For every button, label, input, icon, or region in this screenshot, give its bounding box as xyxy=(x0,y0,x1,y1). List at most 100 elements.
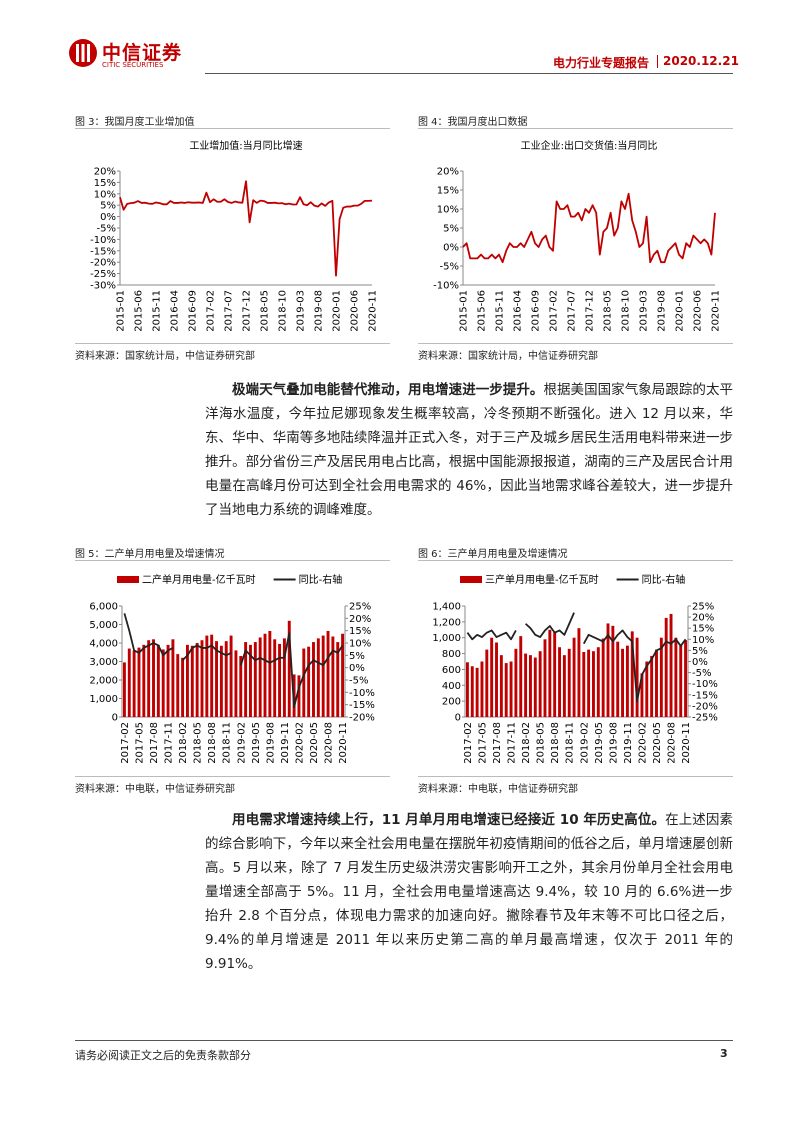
figure-caption: 图 3：我国月度工业增加值 xyxy=(75,117,195,128)
x-tick-label: 2017-11 xyxy=(507,722,518,764)
bar xyxy=(645,661,649,717)
legend-label: 二产单月用电量-亿千瓦时 xyxy=(142,573,256,586)
legend-label: 同比-右轴 xyxy=(642,573,686,586)
caption-rule xyxy=(75,560,390,561)
y-tick-label: 3,000 xyxy=(89,657,118,668)
bar xyxy=(533,657,537,717)
bar xyxy=(548,629,552,717)
bar xyxy=(215,641,218,717)
y-tick-label: 15% xyxy=(94,178,116,189)
y2-tick-label: -5% xyxy=(692,668,711,679)
y-tick-label: 10% xyxy=(94,189,116,200)
bar xyxy=(132,650,136,717)
y-tick-label: -25% xyxy=(90,269,116,280)
bar xyxy=(558,647,561,717)
bar xyxy=(268,630,272,717)
x-tick-label: 2019-08 xyxy=(657,290,668,332)
x-tick-label: 2020-06 xyxy=(350,290,361,332)
bar xyxy=(234,650,238,717)
y-tick-label: 200 xyxy=(442,697,461,708)
line xyxy=(123,613,344,709)
bar xyxy=(244,642,248,717)
legend-label: 三产单月用电量-亿千瓦时 xyxy=(485,573,599,586)
y2-tick-label: -5% xyxy=(349,676,368,687)
y-tick-label: -10% xyxy=(90,235,116,246)
y-tick-label: 1,000 xyxy=(89,694,118,705)
x-tick-label: 2017-02 xyxy=(206,290,217,332)
legend-swatch xyxy=(460,576,482,583)
bar xyxy=(640,673,644,717)
chart: 工业增加值:当月同比增速-30%-25%-20%-15%-10%-5%0%5%1… xyxy=(90,139,378,332)
legend-label: 同比-右轴 xyxy=(299,573,343,586)
bar xyxy=(258,637,262,717)
bar xyxy=(147,640,151,717)
caption-rule xyxy=(418,560,733,561)
bar xyxy=(562,655,566,717)
logo-cn: 中信证券 xyxy=(102,42,183,64)
y-tick-label: 1,400 xyxy=(432,602,461,613)
chart: 0 200 400 600 800 1,000 1,200 1,400 -25%-20%-15%… xyxy=(432,573,717,764)
figure-caption: 图 6：三产单月用电量及增速情况 xyxy=(418,549,568,560)
bar xyxy=(524,653,528,717)
y2-tick-label: 20% xyxy=(349,614,371,625)
x-tick-label: 2020-08 xyxy=(667,722,678,764)
bar xyxy=(553,631,557,717)
bar xyxy=(499,655,503,717)
x-tick-label: 2020-05 xyxy=(652,722,663,764)
x-tick-label: 2017-02 xyxy=(549,290,560,332)
y2-tick-label: 10% xyxy=(692,635,714,646)
x-tick-label: 2016-09 xyxy=(188,290,199,332)
x-tick-label: 2018-05 xyxy=(536,722,547,764)
bar xyxy=(336,642,340,717)
bar xyxy=(635,637,639,717)
x-tick-label: 2020-11 xyxy=(711,290,722,332)
bar xyxy=(316,638,320,717)
bar xyxy=(490,637,494,717)
figure-caption: 图 4：我国月度出口数据 xyxy=(418,117,528,128)
x-tick-label: 2015-11 xyxy=(152,290,163,332)
y-tick-label: 600 xyxy=(442,665,461,676)
bar xyxy=(273,639,277,717)
bar xyxy=(606,623,610,717)
x-tick-label: 2020-01 xyxy=(675,290,686,332)
x-tick-label: 2019-11 xyxy=(623,722,634,764)
y-tick-label: 5% xyxy=(443,224,459,235)
source-rule xyxy=(75,776,390,777)
bar xyxy=(331,636,335,717)
footer-rule xyxy=(75,1040,733,1041)
y2-tick-label: 25% xyxy=(692,602,714,613)
y2-tick-label: -15% xyxy=(349,700,375,711)
source-rule xyxy=(418,776,733,777)
bar xyxy=(504,663,508,717)
y2-tick-label: 10% xyxy=(349,639,371,650)
bar xyxy=(190,645,194,717)
bar xyxy=(655,649,658,717)
x-tick-label: 2017-05 xyxy=(477,722,488,764)
x-tick-label: 2019-03 xyxy=(296,290,307,332)
page-number: 3 xyxy=(720,1047,728,1060)
bar xyxy=(674,637,678,717)
bar xyxy=(127,648,131,717)
y2-tick-label: 0% xyxy=(349,663,365,674)
line xyxy=(119,180,373,277)
source-rule xyxy=(75,343,390,344)
bar xyxy=(669,613,673,717)
bar xyxy=(543,639,547,717)
chart: 工业企业:出口交货值:当月同比 -10% -5% 0% 5% 10% 15% 20% 2015-… xyxy=(433,139,722,332)
x-tick-label: 2018-05 xyxy=(193,722,204,764)
x-tick-label: 2018-02 xyxy=(178,722,189,764)
y-tick-label: 800 xyxy=(442,649,461,660)
bar xyxy=(587,649,591,717)
x-tick-label: 2018-10 xyxy=(278,290,289,332)
paragraph-text: 根据美国国家气象局跟踪的太平洋海水温度，今年拉尼娜现象发生概率较高，冷冬预期不断… xyxy=(205,382,734,518)
x-tick-label: 2017-07 xyxy=(224,290,235,332)
bar xyxy=(341,633,345,717)
x-tick-label: 2019-11 xyxy=(280,722,291,764)
bar xyxy=(326,630,330,717)
bar xyxy=(621,648,625,717)
x-tick-label: 2017-11 xyxy=(164,722,175,764)
bar xyxy=(219,645,223,717)
y-tick-label: -20% xyxy=(90,258,116,269)
report-date: 2020.12.21 xyxy=(663,54,739,68)
bar xyxy=(528,655,532,717)
